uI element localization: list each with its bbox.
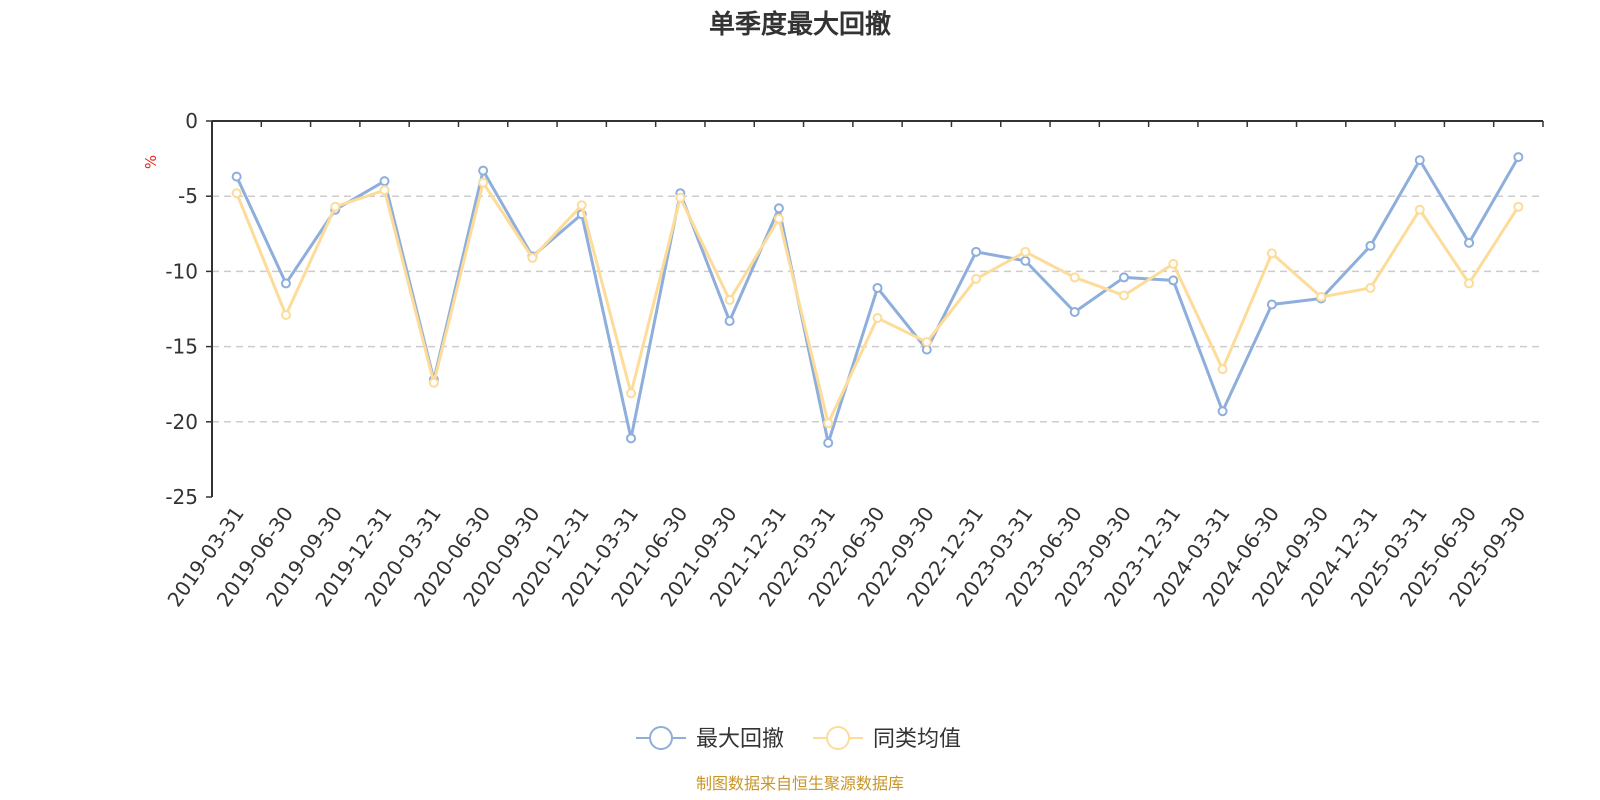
data-point <box>872 282 883 293</box>
data-source-note: 制图数据来自恒生聚源数据库 <box>696 774 904 793</box>
data-point <box>1365 282 1376 293</box>
series-layer <box>231 152 1524 448</box>
data-point <box>1118 272 1129 283</box>
data-point <box>280 278 291 289</box>
data-point <box>1513 201 1524 212</box>
legend-marker <box>649 726 673 750</box>
data-point <box>1414 155 1425 166</box>
data-point <box>1217 364 1228 375</box>
legend-label: 最大回撤 <box>696 727 784 752</box>
axes: 0-5-10-15-20-252019-03-312019-06-302019-… <box>162 109 1544 611</box>
data-point <box>428 377 439 388</box>
series-1 <box>231 177 1524 429</box>
data-point <box>773 203 784 214</box>
data-point <box>231 188 242 199</box>
legend: 最大回撤 同类均值 <box>636 726 961 752</box>
data-point <box>1069 272 1080 283</box>
y-tick-label: -15 <box>165 335 198 359</box>
y-tick-label: -5 <box>178 184 198 208</box>
legend-marker <box>826 726 850 750</box>
data-point <box>1365 240 1376 251</box>
data-point <box>1464 237 1475 248</box>
data-point <box>1020 255 1031 266</box>
legend-item-1: 同类均值 <box>813 726 961 752</box>
chart-title: 单季度最大回撤 <box>709 9 891 40</box>
data-point <box>971 273 982 284</box>
data-point <box>823 418 834 429</box>
data-point <box>1217 406 1228 417</box>
series-line <box>235 181 1520 425</box>
data-point <box>1020 246 1031 257</box>
grid-lines <box>212 195 1543 423</box>
data-point <box>1168 275 1179 286</box>
y-axis-unit: % <box>142 155 160 169</box>
legend-item-0: 最大回撤 <box>636 726 784 752</box>
data-point <box>330 201 341 212</box>
data-point <box>921 337 932 348</box>
y-tick-label: -10 <box>165 259 198 283</box>
data-point <box>1464 278 1475 289</box>
series-line <box>235 156 1520 445</box>
data-point <box>724 294 735 305</box>
data-point <box>231 171 242 182</box>
legend-label: 同类均值 <box>873 727 961 752</box>
data-point <box>971 246 982 257</box>
data-point <box>1316 291 1327 302</box>
data-point <box>527 252 538 263</box>
data-point <box>1168 258 1179 269</box>
data-point <box>724 316 735 327</box>
data-point <box>379 185 390 196</box>
y-tick-label: 0 <box>185 109 198 133</box>
data-point <box>576 200 587 211</box>
y-tick-label: -25 <box>165 485 198 509</box>
series-0 <box>231 152 1524 448</box>
data-point <box>280 310 291 321</box>
data-point <box>626 388 637 399</box>
data-point <box>626 433 637 444</box>
y-tick-label: -20 <box>165 410 198 434</box>
data-point <box>1266 248 1277 259</box>
data-point <box>1266 299 1277 310</box>
data-point <box>478 177 489 188</box>
data-point <box>1118 290 1129 301</box>
data-point <box>1513 152 1524 163</box>
data-point <box>675 192 686 203</box>
data-point <box>379 176 390 187</box>
data-point <box>478 165 489 176</box>
data-point <box>773 213 784 224</box>
data-point <box>823 437 834 448</box>
data-point <box>1069 307 1080 318</box>
data-point <box>872 313 883 324</box>
data-point <box>1414 204 1425 215</box>
